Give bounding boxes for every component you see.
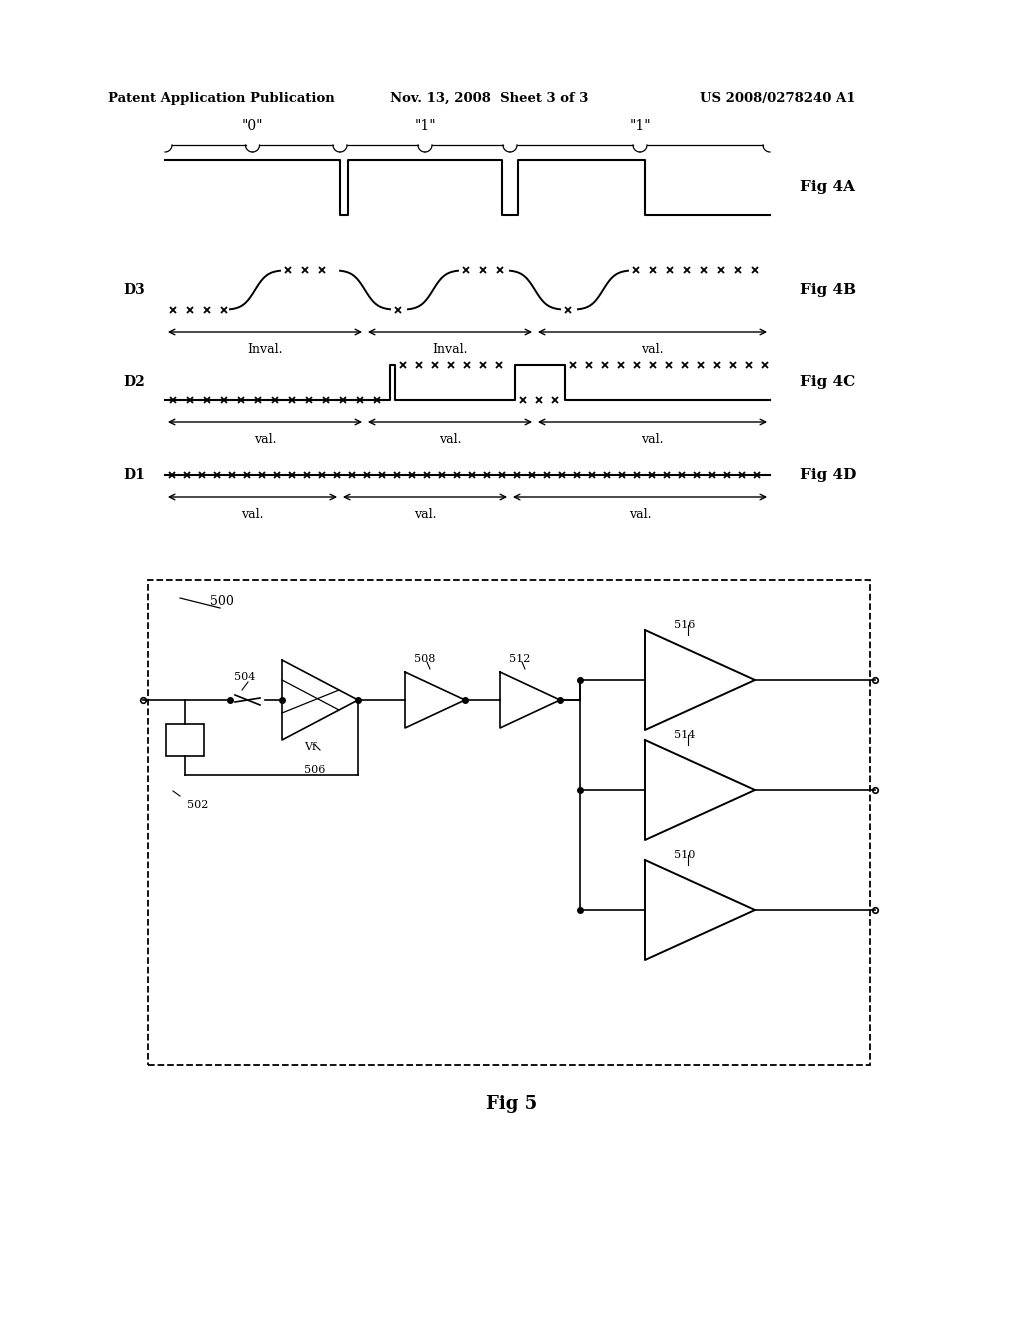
- Text: Vf: Vf: [304, 742, 316, 752]
- Text: Fig 4B: Fig 4B: [800, 282, 856, 297]
- Text: 510: 510: [675, 850, 695, 861]
- Bar: [166, 723, 204, 756]
- Text: val.: val.: [254, 433, 276, 446]
- Text: Nov. 13, 2008  Sheet 3 of 3: Nov. 13, 2008 Sheet 3 of 3: [390, 92, 589, 106]
- Text: "1": "1": [414, 119, 436, 133]
- Text: val.: val.: [641, 433, 664, 446]
- Text: Fig 4C: Fig 4C: [800, 375, 855, 389]
- Text: val.: val.: [414, 508, 436, 521]
- Text: 504: 504: [234, 672, 256, 682]
- Polygon shape: [645, 630, 755, 730]
- Text: 516: 516: [675, 620, 695, 630]
- Polygon shape: [406, 672, 465, 729]
- Text: val.: val.: [629, 508, 651, 521]
- Text: D2: D2: [123, 375, 145, 389]
- Text: val.: val.: [641, 343, 664, 356]
- Text: Inval.: Inval.: [247, 343, 283, 356]
- Text: val.: val.: [438, 433, 461, 446]
- Polygon shape: [645, 861, 755, 960]
- Text: Fig 4A: Fig 4A: [800, 180, 855, 194]
- Text: D3: D3: [123, 282, 145, 297]
- Text: D1: D1: [123, 469, 145, 482]
- Polygon shape: [500, 672, 560, 729]
- Text: 506: 506: [304, 766, 326, 775]
- Text: 514: 514: [675, 730, 695, 741]
- Text: 512: 512: [509, 653, 530, 664]
- Text: US 2008/0278240 A1: US 2008/0278240 A1: [700, 92, 855, 106]
- Text: 508: 508: [415, 653, 435, 664]
- Polygon shape: [645, 741, 755, 840]
- Text: Fig 4D: Fig 4D: [800, 469, 856, 482]
- Text: Fig 5: Fig 5: [486, 1096, 538, 1113]
- Text: 502: 502: [187, 800, 208, 810]
- Text: "1": "1": [629, 119, 651, 133]
- Text: val.: val.: [242, 508, 264, 521]
- Text: Patent Application Publication: Patent Application Publication: [108, 92, 335, 106]
- Text: Inval.: Inval.: [432, 343, 468, 356]
- Text: "0": "0": [242, 119, 263, 133]
- Polygon shape: [282, 660, 358, 741]
- Text: 500: 500: [210, 595, 233, 609]
